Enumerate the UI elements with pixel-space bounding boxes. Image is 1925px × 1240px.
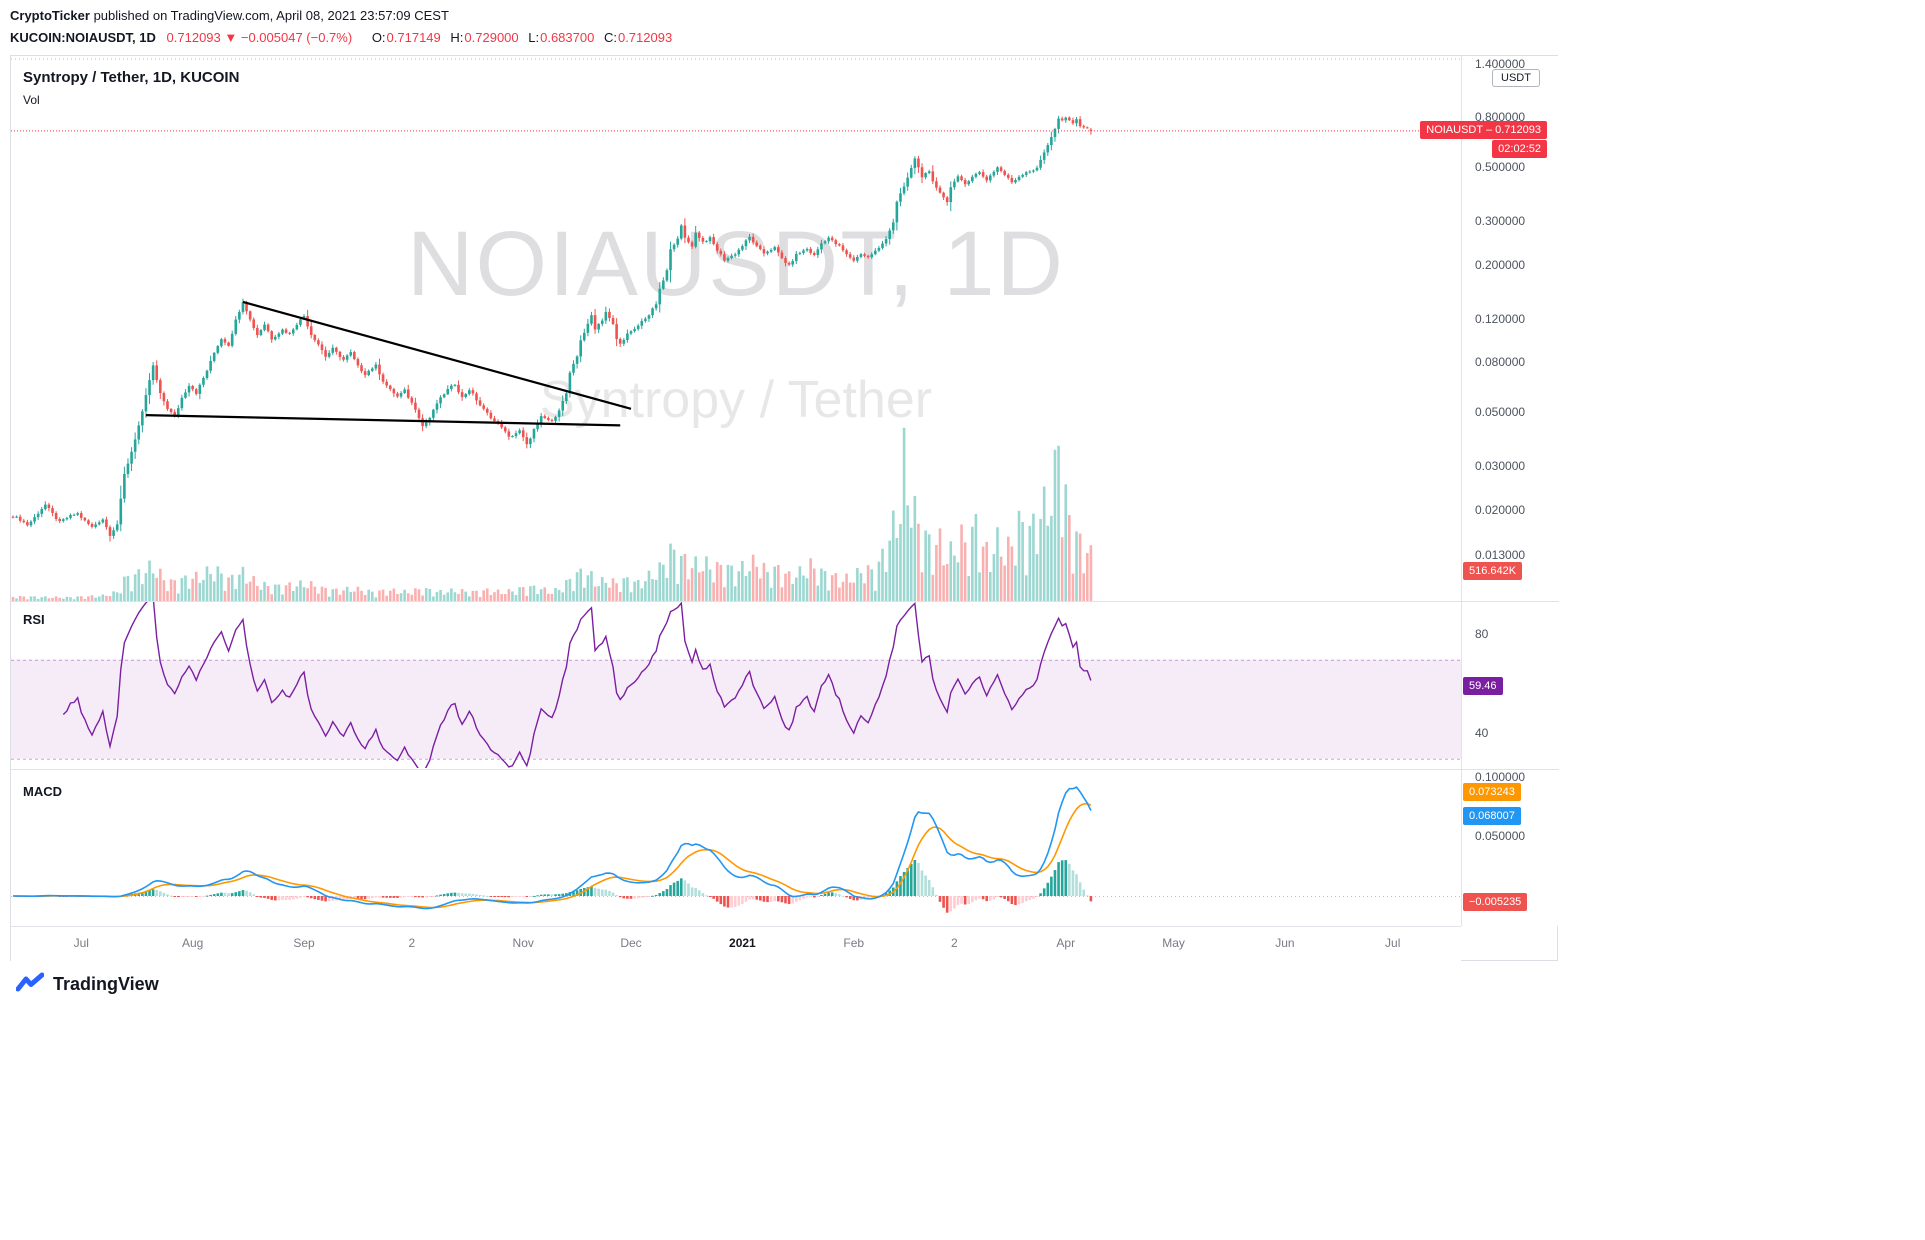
macd-line-badge: 0.068007 bbox=[1463, 807, 1521, 825]
close-value: 0.712093 bbox=[617, 30, 673, 45]
time-axis-label-jul: Jul bbox=[73, 936, 89, 950]
rsi-pane-label[interactable]: RSI bbox=[23, 612, 45, 627]
publication-text: published on TradingView.com, April 08, … bbox=[89, 8, 449, 23]
currency-toggle-button[interactable]: USDT bbox=[1492, 69, 1540, 87]
open-label: O: bbox=[371, 30, 386, 45]
tradingview-brand-text: TradingView bbox=[53, 973, 159, 994]
price-axis-label: 0.120000 bbox=[1475, 311, 1526, 326]
author-name: CryptoTicker bbox=[10, 8, 90, 23]
price-axis-label: 0.500000 bbox=[1475, 160, 1526, 174]
price-axis-label: 0.030000 bbox=[1475, 459, 1526, 474]
price-axis-label: 1.400000 bbox=[1475, 57, 1526, 71]
time-axis-label-dec: Dec bbox=[620, 936, 642, 950]
low-label: L: bbox=[528, 30, 540, 45]
time-axis-label-nov: Nov bbox=[512, 936, 534, 950]
pane-divider-rsi-macd[interactable] bbox=[11, 769, 1559, 770]
price-axis-label: 0.080000 bbox=[1475, 355, 1526, 369]
macd-pane-label[interactable]: MACD bbox=[23, 784, 62, 799]
symbol-title: KUCOIN:NOIAUSDT, 1D bbox=[10, 30, 156, 45]
time-axis-label-apr: Apr bbox=[1056, 936, 1076, 950]
macd-axis-label: 0.100000 bbox=[1475, 770, 1526, 784]
low-value: 0.683700 bbox=[540, 30, 595, 45]
open-value: 0.717149 bbox=[386, 30, 441, 45]
price-axis-label: 0.013000 bbox=[1475, 548, 1526, 563]
pane-divider-main-rsi[interactable] bbox=[11, 601, 1559, 602]
volume-indicator-label[interactable]: Vol bbox=[23, 93, 40, 107]
macd-axis-label: 0.050000 bbox=[1475, 829, 1526, 843]
time-axis-label-2021: 2021 bbox=[729, 936, 756, 950]
symbol-info-bar: KUCOIN:NOIAUSDT, 1D 0.712093 ▼ −0.005047… bbox=[10, 30, 672, 45]
macd-histogram-badge: −0.005235 bbox=[1463, 893, 1528, 912]
publication-line: CryptoTicker published on TradingView.co… bbox=[10, 8, 449, 23]
time-axis-label-aug: Aug bbox=[181, 936, 204, 950]
time-axis-label-may: May bbox=[1162, 936, 1185, 950]
last-price: 0.712093 bbox=[166, 30, 221, 45]
tradingview-logo-icon bbox=[16, 972, 44, 992]
candle-countdown-badge: 02:02:52 bbox=[1492, 140, 1547, 159]
price-axis-label: 0.200000 bbox=[1475, 257, 1526, 272]
last-price-badge: NOIAUSDT – 0.712093 bbox=[1420, 121, 1547, 140]
time-axis-label-feb: Feb bbox=[843, 936, 865, 950]
rsi-axis-label: 80 bbox=[1475, 627, 1489, 641]
close-label: C: bbox=[603, 30, 617, 45]
price-axis-label: 0.800000 bbox=[1475, 110, 1526, 124]
rsi-value-badge: 59.46 bbox=[1463, 676, 1503, 695]
time-axis-label-2: 2 bbox=[951, 936, 958, 950]
volume-value-badge: 516.642K bbox=[1463, 562, 1523, 580]
macd-signal-badge: 0.073243 bbox=[1463, 783, 1521, 801]
chart-legend-title[interactable]: Syntropy / Tether, 1D, KUCOIN bbox=[23, 69, 240, 86]
chart-frame: NOIAUSDT, 1D Syntropy / Tether Syntropy … bbox=[10, 55, 1559, 961]
time-axis-label-jun: Jun bbox=[1275, 936, 1295, 950]
high-label: H: bbox=[450, 30, 464, 45]
time-axis[interactable]: Jul Aug Sep 2 Nov Dec 2021 Feb 2 Apr May Jun Jul bbox=[11, 926, 1461, 961]
rsi-axis-label: 40 bbox=[1475, 726, 1489, 740]
price-axis-panel[interactable]: USDT 1.400000 0.800000 0.500000 0.300000 0.2… bbox=[1461, 56, 1559, 926]
price-axis-label: 0.300000 bbox=[1475, 214, 1526, 229]
tradingview-attribution[interactable]: TradingView bbox=[16, 972, 159, 996]
price-axis-label: 0.050000 bbox=[1475, 405, 1526, 419]
time-axis-label-2: 2 bbox=[408, 936, 416, 950]
price-change: ▼ −0.005047 (−0.7%) bbox=[224, 30, 353, 45]
high-value: 0.729000 bbox=[464, 30, 519, 45]
time-axis-label-jul: Jul bbox=[1385, 936, 1401, 950]
time-axis-label-sep: Sep bbox=[293, 936, 315, 950]
price-axis-label: 0.020000 bbox=[1475, 502, 1526, 517]
price-chart-canvas[interactable] bbox=[11, 56, 1461, 926]
